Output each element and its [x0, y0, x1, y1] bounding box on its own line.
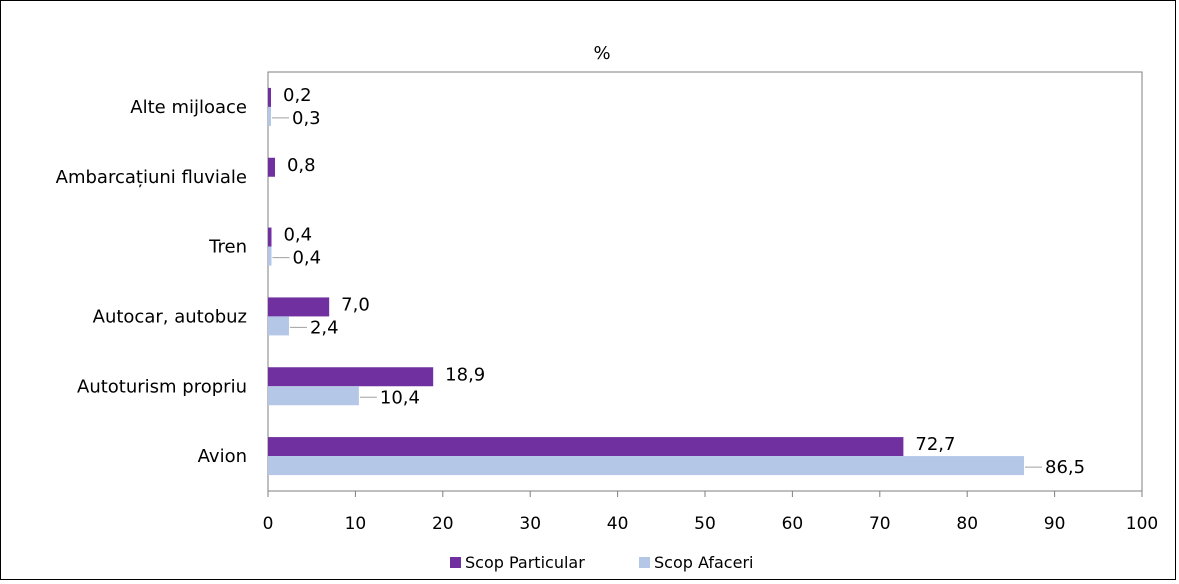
data-label-alte-mijloace-scop-particular: 0,2 — [283, 85, 312, 106]
x-tick-label: 80 — [956, 514, 978, 534]
data-label-autoturism-propriu-scop-particular: 18,9 — [445, 364, 485, 385]
bar-autocar-autobuz-scop-particular — [268, 297, 330, 317]
bar-alte-mijloace-scop-afaceri — [268, 106, 271, 126]
data-labels-group: 0,20,3 0,8 0,40,4 7,02,4 18,9 10,4 72,7 86,5 — [272, 85, 1085, 478]
category-label-autoturism-propriu: Autoturism propriu — [77, 376, 247, 397]
x-tick-label: 40 — [607, 514, 629, 534]
x-tick-label: 20 — [432, 514, 454, 534]
bar-tren-scop-particular — [268, 227, 272, 247]
data-label-autoturism-propriu-scop-afaceri: 10,4 — [380, 387, 420, 408]
x-axis-ticks-group: 0 10 20 30 40 50 60 70 80 90 100 — [263, 491, 1158, 534]
legend-label-scop-particular: Scop Particular — [465, 553, 585, 572]
plot-area — [267, 71, 1143, 492]
x-tick-label: 10 — [345, 514, 367, 534]
data-label-tren-scop-particular: 0,4 — [283, 225, 312, 246]
x-tick-label: 50 — [694, 514, 716, 534]
legend: Scop Particular Scop Afaceri — [450, 553, 753, 572]
bar-ambarcatiuni-fluviale-scop-particular — [268, 157, 275, 177]
x-tick-label: 70 — [869, 514, 891, 534]
category-label-tren: Tren — [208, 237, 247, 258]
bar-avion-scop-afaceri — [268, 456, 1025, 476]
bar-autoturism-propriu-scop-afaceri — [268, 386, 359, 406]
data-label-avion-scop-afaceri: 86,5 — [1045, 457, 1085, 478]
data-label-avion-scop-particular: 72,7 — [915, 434, 955, 455]
x-tick-label: 60 — [782, 514, 804, 534]
data-label-autocar-autobuz-scop-particular: 7,0 — [341, 294, 370, 315]
category-label-avion: Avion — [198, 446, 247, 467]
legend-swatch-scop-particular — [450, 557, 461, 568]
category-label-ambarcatiuni-fluviale: Ambarcațiuni fluviale — [56, 167, 247, 188]
bars-group — [268, 87, 1025, 476]
bar-tren-scop-afaceri — [268, 246, 272, 266]
bar-autoturism-propriu-scop-particular — [268, 367, 434, 387]
data-label-alte-mijloace-scop-afaceri: 0,3 — [292, 108, 321, 129]
bar-avion-scop-particular — [268, 437, 904, 457]
category-label-autocar-autobuz: Autocar, autobuz — [93, 306, 247, 327]
data-label-tren-scop-afaceri: 0,4 — [292, 248, 321, 269]
legend-swatch-scop-afaceri — [639, 557, 650, 568]
bar-autocar-autobuz-scop-afaceri — [268, 316, 289, 336]
chart-title: % — [593, 43, 610, 64]
data-label-autocar-autobuz-scop-afaceri: 2,4 — [310, 317, 339, 338]
x-tick-label: 30 — [519, 514, 541, 534]
x-tick-label: 90 — [1044, 514, 1066, 534]
x-tick-label: 100 — [1126, 514, 1158, 534]
category-label-alte-mijloace: Alte mijloace — [130, 97, 247, 118]
category-labels-group: Alte mijloace Ambarcațiuni fluviale Tren Au… — [56, 97, 247, 467]
x-tick-label: 0 — [263, 514, 274, 534]
data-label-ambarcatiuni-fluviale-scop-particular: 0,8 — [287, 155, 316, 176]
legend-label-scop-afaceri: Scop Afaceri — [654, 553, 753, 572]
bar-alte-mijloace-scop-particular — [268, 87, 271, 107]
